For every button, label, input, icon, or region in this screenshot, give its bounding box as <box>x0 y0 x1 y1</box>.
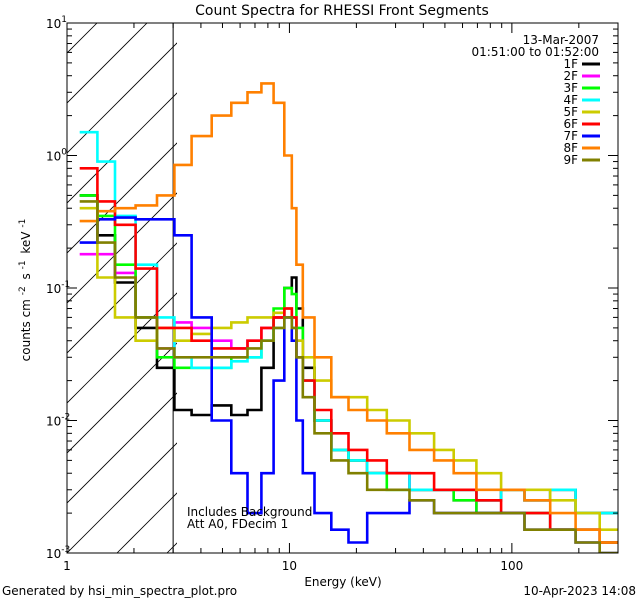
legend-label-6F: 6F <box>563 117 578 131</box>
x-axis-title: Energy (keV) <box>304 575 381 589</box>
y-label-exp1: -2 <box>18 286 28 295</box>
series-layer <box>79 82 618 553</box>
y-tick-label: 10-3 <box>46 545 70 561</box>
hatch-line <box>67 192 177 304</box>
y-label-exp2: -1 <box>18 260 28 269</box>
svg-text:counts cm -2 s: counts cm -2 s -1 keV -1 <box>14 219 33 362</box>
annotation-background: Includes Background <box>187 505 312 519</box>
legend-label-1F: 1F <box>563 57 578 71</box>
footer-timestamp: 10-Apr-2023 14:08 <box>523 584 636 598</box>
legend-label-5F: 5F <box>563 105 578 119</box>
series-5F <box>79 206 618 531</box>
x-tick-label: 1 <box>63 559 71 573</box>
y-label-s: s <box>19 273 33 279</box>
y-axis-title: counts cm -2 s -1 keV -1 <box>14 219 33 362</box>
series-8F <box>79 82 618 544</box>
legend-label-7F: 7F <box>563 129 578 143</box>
series-6F <box>79 167 618 544</box>
hatch-line <box>67 142 177 254</box>
legend-label-3F: 3F <box>563 81 578 95</box>
legend-label-8F: 8F <box>563 141 578 155</box>
y-label-exp3: -1 <box>18 219 28 228</box>
series-4F <box>79 130 618 515</box>
observation-time-range: 01:51:00 to 01:52:00 <box>472 45 599 59</box>
legend-label-2F: 2F <box>563 69 578 83</box>
series-9F <box>79 200 618 553</box>
y-tick-label: 100 <box>46 148 67 164</box>
footer-generator: Generated by hsi_min_spectra_plot.pro <box>2 584 237 598</box>
hatch-line <box>67 242 177 354</box>
y-tick-label: 101 <box>46 15 67 31</box>
y-label-kev: keV <box>19 231 33 254</box>
excluded-energy-region <box>0 0 177 553</box>
series-3F <box>79 194 618 544</box>
hatch-line <box>0 0 77 553</box>
y-label-main: counts cm <box>19 299 33 361</box>
hatch-line <box>67 42 177 154</box>
axis-ticks: 1 10 100 101 100 10-1 10-2 10-3 <box>46 15 619 573</box>
y-tick-label: 10-2 <box>46 413 70 429</box>
x-tick-label: 10 <box>282 559 297 573</box>
hatch-line <box>67 392 177 504</box>
hatch-line <box>116 492 177 553</box>
y-tick-label: 10-1 <box>46 280 70 296</box>
legend-label-9F: 9F <box>563 153 578 167</box>
hatch-line <box>67 23 148 104</box>
x-tick-label: 100 <box>500 559 523 573</box>
hatch-line <box>67 92 177 204</box>
legend-label-4F: 4F <box>563 93 578 107</box>
observation-date: 13-Mar-2007 <box>523 33 599 47</box>
series-1F <box>79 194 618 515</box>
hatch-line <box>67 442 177 553</box>
series-7F <box>79 216 618 553</box>
annotation-attenuator: Att A0, FDecim 1 <box>187 517 288 531</box>
hatch-line <box>67 292 177 404</box>
plot-frame <box>66 22 619 554</box>
chart-title: Count Spectra for RHESSI Front Segments <box>195 3 489 19</box>
